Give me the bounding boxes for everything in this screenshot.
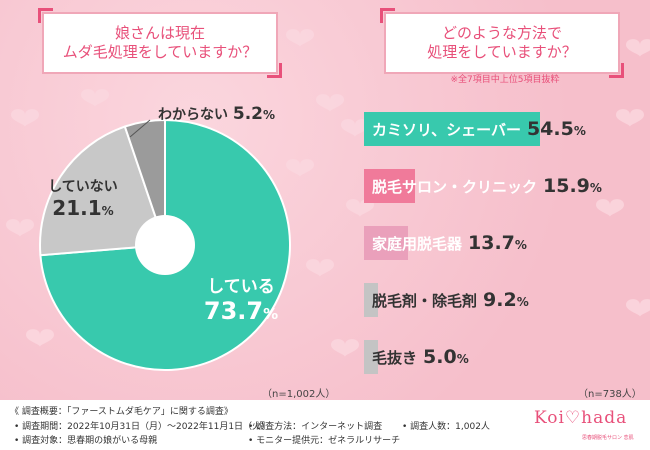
background-heart xyxy=(26,329,54,347)
bar-row: カミソリ、シェーバー 54.5% xyxy=(364,112,586,146)
bar-label: 脱毛サロン・クリニック xyxy=(372,177,538,196)
koihada-logo: Koi♡hada 思春期脱毛サロン 恋肌 xyxy=(530,406,640,444)
corner-mark xyxy=(380,8,395,23)
corner-mark xyxy=(38,8,53,23)
background-heart xyxy=(626,39,650,57)
monitor-provider: • モニター提供元：ゼネラルリサーチ xyxy=(248,436,401,446)
left-sample-size: （n=1,002人） xyxy=(262,389,336,400)
leader-line xyxy=(129,119,151,138)
pie-unit: % xyxy=(263,305,279,323)
bar-unit: % xyxy=(573,124,586,138)
pie-value: 5.2 xyxy=(232,104,263,124)
corner-mark xyxy=(609,63,624,78)
logo-subtext: 思春期脱毛サロン 恋肌 xyxy=(582,435,634,441)
background-heart xyxy=(286,159,314,177)
pie-slice-1 xyxy=(39,125,167,257)
bar-fill xyxy=(364,226,409,260)
background-heart xyxy=(306,259,334,277)
background-heart xyxy=(316,94,344,112)
right-sample-size: （n=738人） xyxy=(578,389,642,400)
corner-mark xyxy=(267,63,282,78)
respondent-count: • 調査人数：1,002人 xyxy=(402,422,490,432)
pie-label-unknown: わからない 5.2% xyxy=(158,104,275,124)
right-question-text: どのような方法で 処理をしていますか？ xyxy=(427,24,577,61)
bar-row: 毛抜き 5.0% xyxy=(364,340,469,374)
left-question-text: 娘さんは現在 ムダ毛処理をしていますか？ xyxy=(62,24,258,61)
bar-value: 54.5% xyxy=(526,118,586,140)
footer-area xyxy=(0,400,650,450)
background-heart xyxy=(626,299,650,317)
pie-unit: % xyxy=(263,108,276,122)
pie-label-no: していない 21.1% xyxy=(38,176,128,220)
background-heart xyxy=(596,199,624,217)
bar-row: 脱毛剤・除毛剤 9.2% xyxy=(364,283,529,317)
pie-slice-2 xyxy=(123,118,166,246)
bar-unit: % xyxy=(456,352,469,366)
bar-fill xyxy=(364,283,378,317)
left-question-box: 娘さんは現在 ムダ毛処理をしていますか？ xyxy=(38,8,282,78)
pie-value: 21.1 xyxy=(52,196,102,220)
donut-chart xyxy=(39,118,291,371)
bar-label: 家庭用脱毛器 xyxy=(372,234,463,253)
pie-label-yes: している 73.7% xyxy=(186,272,296,325)
bar-unit: % xyxy=(516,295,529,309)
survey-period: • 調査期間：2022年10月31日（月）～2022年11月1日（火） xyxy=(14,422,271,432)
background-heart xyxy=(331,339,359,357)
bar-unit: % xyxy=(589,181,602,195)
bar-label: 毛抜き xyxy=(372,348,418,367)
pie-value: 73.7 xyxy=(203,297,264,325)
logo-text: Koi♡hada xyxy=(534,408,628,428)
pie-label-text: している xyxy=(207,277,275,297)
bar-fill xyxy=(364,112,540,146)
survey-method: • 調査方法：インターネット調査 xyxy=(248,422,383,432)
background-heart xyxy=(346,199,374,217)
donut-hole xyxy=(135,215,195,275)
bar-fill xyxy=(364,340,378,374)
bar-value: 13.7% xyxy=(468,232,527,254)
top-items-note: ※全7項目中上位5項目抜粋 xyxy=(450,75,560,85)
bar-fill xyxy=(364,169,416,203)
bar-value: 15.9% xyxy=(543,175,602,197)
right-question-box: どのような方法で 処理をしていますか？ xyxy=(380,8,624,78)
bar-row: 家庭用脱毛器 13.7% xyxy=(364,226,527,260)
bar-row: 脱毛サロン・クリニック 15.9% xyxy=(364,169,602,203)
pie-unit: % xyxy=(101,204,114,218)
survey-target: • 調査対象：思春期の娘がいる母親 xyxy=(14,436,158,446)
survey-overview: 《 調査概要：「ファーストムダ毛ケア」に関する調査》 xyxy=(10,407,233,417)
pie-label-text: していない xyxy=(48,179,118,195)
bar-label: 脱毛剤・除毛剤 xyxy=(372,291,478,310)
background-heart xyxy=(616,109,644,127)
bar-label: カミソリ、シェーバー xyxy=(372,120,521,139)
heart-pattern xyxy=(6,29,650,357)
background-heart xyxy=(286,29,314,47)
background-heart xyxy=(11,109,39,127)
pie-label-text: わからない xyxy=(158,107,228,123)
bar-unit: % xyxy=(514,238,527,252)
bar-value: 5.0% xyxy=(423,346,469,368)
bar-value: 9.2% xyxy=(483,289,529,311)
background-heart xyxy=(341,119,369,137)
background-heart xyxy=(81,89,109,107)
background-heart xyxy=(6,219,34,237)
